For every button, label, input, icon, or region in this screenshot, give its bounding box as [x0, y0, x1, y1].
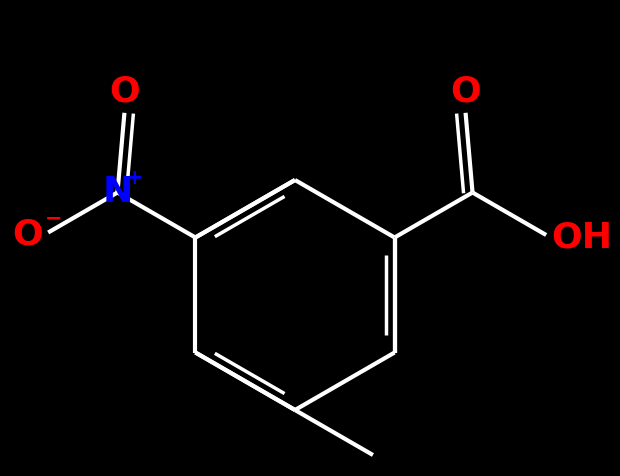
Text: +: +: [126, 169, 143, 188]
Text: N: N: [102, 176, 133, 209]
Text: OH: OH: [551, 220, 613, 254]
Text: O: O: [450, 75, 481, 109]
Text: O: O: [109, 75, 140, 109]
Text: O: O: [12, 218, 43, 251]
Text: −: −: [45, 208, 62, 228]
